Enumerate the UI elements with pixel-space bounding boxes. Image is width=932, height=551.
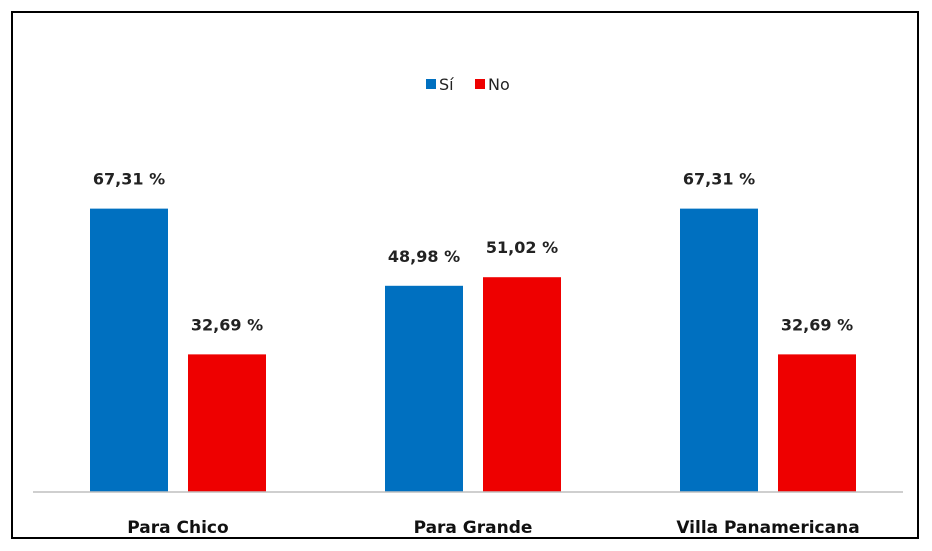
value-label-no-0: 32,69 % xyxy=(191,315,263,334)
value-labels: 67,31 % 32,69 % 48,98 % 51,02 % 67,31 % 32,69… xyxy=(93,170,853,335)
category-labels: Para Chico Para Grande Villa Panamericana xyxy=(127,518,859,538)
value-label-si-1: 48,98 % xyxy=(388,247,460,266)
bars xyxy=(90,208,856,493)
value-label-no-2: 32,69 % xyxy=(781,315,853,334)
legend-label-no: No xyxy=(488,75,510,94)
legend-label-si: Sí xyxy=(439,75,454,94)
category-label-1: Para Grande xyxy=(414,518,533,538)
category-label-2: Villa Panamericana xyxy=(676,518,859,538)
value-label-no-1: 51,02 % xyxy=(486,238,558,257)
value-label-si-2: 67,31 % xyxy=(683,170,755,189)
bar-si-2 xyxy=(680,208,758,493)
bar-no-2 xyxy=(778,354,856,492)
value-label-si-0: 67,31 % xyxy=(93,170,165,189)
legend: Sí No xyxy=(426,75,510,94)
category-label-0: Para Chico xyxy=(127,518,228,538)
bar-si-1 xyxy=(385,285,463,492)
bar-no-1 xyxy=(483,277,561,492)
legend-swatch-no xyxy=(475,79,485,89)
bar-no-0 xyxy=(188,354,266,492)
legend-swatch-si xyxy=(426,79,436,89)
bar-si-0 xyxy=(90,208,168,493)
